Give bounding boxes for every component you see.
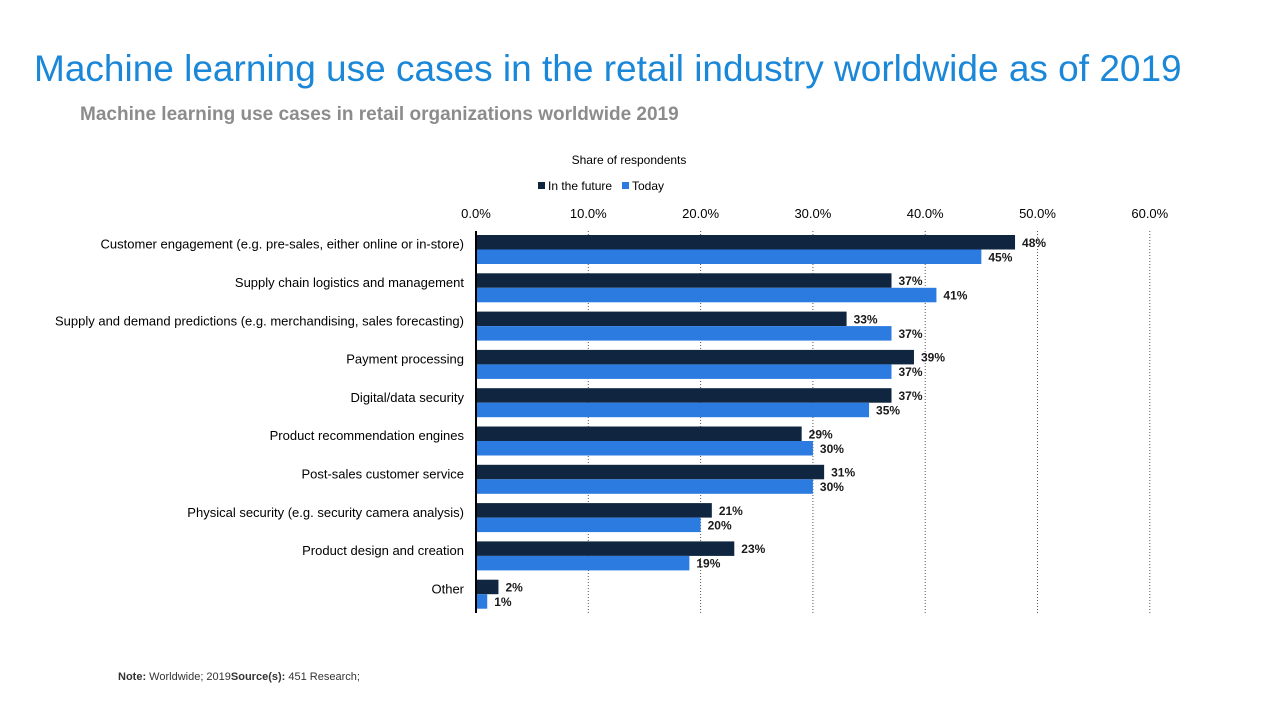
category-label: Payment processing xyxy=(346,352,464,367)
category-label: Other xyxy=(431,581,464,596)
data-label: 2% xyxy=(505,580,523,594)
bar-today xyxy=(476,287,937,303)
bar-future xyxy=(476,464,825,480)
category-label: Supply chain logistics and management xyxy=(235,275,464,290)
data-label: 41% xyxy=(943,289,967,303)
bar-future xyxy=(476,388,892,403)
category-label: Supply and demand predictions (e.g. merc… xyxy=(55,313,464,328)
category-label: Product design and creation xyxy=(302,543,464,558)
x-tick-label: 50.0% xyxy=(1019,206,1056,221)
category-label: Digital/data security xyxy=(351,390,465,405)
bar-today xyxy=(476,594,488,609)
bar-today xyxy=(476,249,982,264)
category-label: Post-sales customer service xyxy=(301,466,464,481)
x-axis-ticks: 0.0% 10.0% 20.0% 30.0% 40.0% 50.0% 60.0% xyxy=(461,206,1168,221)
bars: 48%45%37%41%33%37%39%37%37%35%29%30%31%3… xyxy=(476,235,1046,609)
data-label: 45% xyxy=(988,250,1012,264)
legend-swatch-today xyxy=(622,182,629,189)
legend-label-future: In the future xyxy=(548,179,612,193)
category-label: Customer engagement (e.g. pre-sales, eit… xyxy=(101,237,464,252)
data-label: 20% xyxy=(708,518,732,532)
data-label: 37% xyxy=(899,365,923,379)
category-label: Product recommendation engines xyxy=(270,428,465,443)
bar-today xyxy=(476,555,690,571)
bar-future xyxy=(476,273,892,288)
x-tick-label: 40.0% xyxy=(907,206,944,221)
source-label: Source(s): xyxy=(230,671,286,683)
bar-future xyxy=(476,503,712,518)
bar-future xyxy=(476,311,847,327)
x-tick-label: 10.0% xyxy=(570,206,607,221)
x-tick-label: 0.0% xyxy=(461,206,491,221)
data-label: 35% xyxy=(876,403,900,417)
footer: Note: Worldwide; 2019Source(s): 451 Rese… xyxy=(118,671,360,683)
bar-future xyxy=(476,426,802,441)
bar-today xyxy=(476,364,892,379)
bar-today xyxy=(476,479,813,494)
category-labels: Customer engagement (e.g. pre-sales, eit… xyxy=(55,237,465,597)
legend: In the future Today xyxy=(538,179,664,193)
data-label: 23% xyxy=(741,542,765,556)
data-label: 37% xyxy=(899,327,923,341)
data-label: 31% xyxy=(831,466,855,480)
note-label: Note: xyxy=(118,671,147,683)
note-text: Worldwide; 2019 xyxy=(149,671,231,683)
data-label: 37% xyxy=(899,274,923,288)
data-label: 19% xyxy=(696,557,720,571)
x-tick-label: 60.0% xyxy=(1131,206,1168,221)
source-text: 451 Research; xyxy=(288,671,360,683)
legend-swatch-future xyxy=(538,182,545,189)
bar-future xyxy=(476,349,914,365)
bar-future xyxy=(476,579,499,595)
bar-today xyxy=(476,517,701,533)
bar-today xyxy=(476,326,892,341)
data-label: 48% xyxy=(1022,236,1046,250)
data-label: 37% xyxy=(899,389,923,403)
bar-today xyxy=(476,441,813,456)
legend-label-today: Today xyxy=(632,179,664,193)
page-subtitle: Machine learning use cases in retail org… xyxy=(80,104,679,125)
bar-today xyxy=(476,402,870,418)
page-title: Machine learning use cases in the retail… xyxy=(34,48,1182,89)
data-label: 30% xyxy=(820,480,844,494)
x-tick-label: 30.0% xyxy=(794,206,831,221)
x-tick-label: 20.0% xyxy=(682,206,719,221)
data-label: 39% xyxy=(921,351,945,365)
data-label: 33% xyxy=(854,312,878,326)
bar-future xyxy=(476,541,735,556)
axis-title: Share of respondents xyxy=(572,153,687,167)
category-label: Physical security (e.g. security camera … xyxy=(187,505,464,520)
bar-future xyxy=(476,235,1016,250)
data-label: 29% xyxy=(809,427,833,441)
data-label: 30% xyxy=(820,442,844,456)
data-label: 21% xyxy=(719,504,743,518)
data-label: 1% xyxy=(494,595,512,609)
